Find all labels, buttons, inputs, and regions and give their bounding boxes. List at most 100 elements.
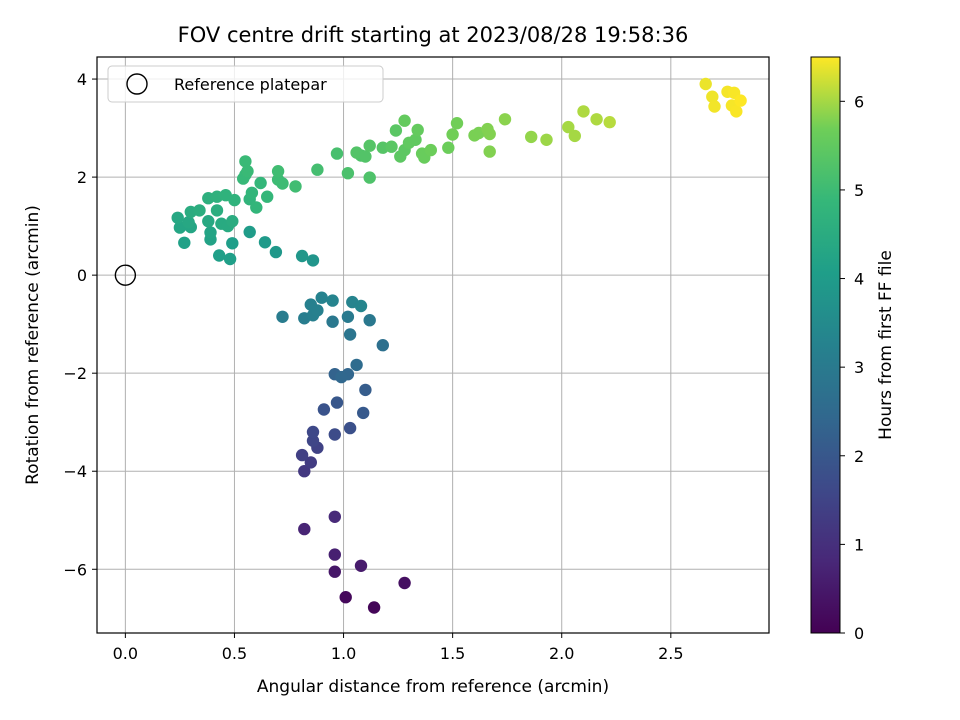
- y-axis-ticks: −6 −4 −2 0 2 4: [63, 70, 97, 579]
- colorbar: 0 1 2 3 4 5 6 Hours from first FF file: [810, 56, 896, 643]
- reference-platepar-point: [114, 264, 137, 286]
- data-point: [245, 186, 259, 199]
- y-tick-label: −6: [63, 560, 87, 579]
- data-point: [398, 576, 411, 590]
- colorbar-gradient: [810, 56, 841, 634]
- y-tick-label: 0: [77, 266, 87, 285]
- data-point: [210, 204, 224, 217]
- x-axis-label: Angular distance from reference (arcmin): [257, 677, 609, 697]
- x-tick-label: 1.5: [440, 644, 465, 663]
- data-point: [213, 249, 226, 262]
- data-point: [330, 396, 344, 409]
- data-point: [306, 254, 320, 267]
- data-point: [226, 215, 239, 228]
- data-point: [706, 90, 719, 103]
- data-point: [442, 141, 455, 154]
- data-points: [171, 77, 747, 614]
- data-point: [328, 565, 341, 578]
- data-point: [239, 155, 252, 168]
- data-point: [411, 123, 424, 137]
- data-point: [243, 225, 256, 239]
- data-point: [226, 237, 239, 250]
- data-point: [450, 117, 464, 130]
- colorbar-tick-label: 6: [854, 92, 864, 111]
- y-tick-label: −4: [63, 462, 87, 481]
- data-point: [241, 165, 254, 178]
- legend-label: Reference platepar: [174, 75, 327, 94]
- plot-frame: [96, 56, 770, 634]
- data-point: [204, 226, 217, 239]
- data-point: [708, 100, 721, 113]
- data-point: [446, 128, 459, 141]
- data-point: [590, 113, 603, 126]
- data-point: [359, 383, 372, 397]
- data-point: [409, 133, 422, 146]
- grid-lines: [97, 57, 769, 633]
- data-point: [385, 140, 398, 153]
- data-point: [328, 510, 341, 523]
- data-point: [734, 94, 747, 107]
- data-point: [295, 448, 309, 462]
- data-point: [577, 105, 590, 118]
- data-point: [343, 328, 357, 341]
- y-tick-label: 4: [77, 70, 87, 89]
- data-point: [483, 127, 496, 141]
- legend: Reference platepar: [107, 65, 384, 103]
- data-point: [335, 370, 348, 384]
- data-point: [317, 403, 331, 416]
- data-point: [498, 113, 512, 126]
- data-point: [363, 139, 376, 152]
- data-point: [568, 129, 581, 143]
- data-point: [295, 249, 309, 263]
- data-point: [328, 428, 341, 441]
- data-point: [343, 421, 357, 435]
- data-point: [276, 177, 289, 190]
- data-point: [182, 216, 195, 229]
- data-point: [398, 114, 411, 127]
- data-point: [341, 310, 355, 323]
- data-point: [315, 291, 328, 304]
- chart-title: FOV centre drift starting at 2023/08/28 …: [178, 23, 689, 47]
- data-point: [328, 548, 341, 561]
- data-point: [363, 171, 376, 184]
- data-point: [483, 145, 496, 158]
- data-point: [193, 204, 206, 217]
- data-point: [359, 150, 372, 163]
- x-tick-label: 2.0: [549, 644, 574, 663]
- colorbar-ticks: 0 1 2 3 4 5 6: [840, 92, 864, 643]
- data-point: [350, 358, 363, 372]
- data-point: [304, 298, 317, 311]
- data-point: [424, 143, 437, 157]
- x-tick-label: 2.5: [658, 644, 683, 663]
- reference-marker: [114, 264, 137, 286]
- data-point: [354, 299, 368, 313]
- data-point: [730, 105, 743, 118]
- data-point: [326, 294, 339, 307]
- data-point: [223, 252, 237, 266]
- data-point: [250, 201, 263, 214]
- colorbar-tick-label: 3: [854, 358, 864, 377]
- data-point: [276, 310, 289, 323]
- colorbar-tick-label: 5: [854, 181, 864, 200]
- x-tick-label: 1.0: [331, 644, 356, 663]
- data-point: [699, 77, 712, 91]
- data-point: [367, 601, 381, 614]
- data-point: [254, 176, 267, 190]
- colorbar-tick-label: 4: [854, 270, 864, 289]
- colorbar-label: Hours from first FF file: [876, 250, 896, 440]
- data-point: [289, 180, 302, 193]
- data-point: [171, 211, 184, 224]
- data-point: [306, 434, 320, 447]
- y-tick-label: 2: [77, 168, 87, 187]
- data-point: [228, 193, 241, 207]
- x-tick-label: 0.5: [222, 644, 247, 663]
- data-point: [376, 339, 389, 352]
- data-point: [341, 167, 355, 180]
- legend-box: [107, 65, 384, 103]
- data-point: [326, 315, 339, 328]
- data-point: [603, 116, 616, 129]
- data-point: [178, 236, 191, 249]
- data-point: [306, 425, 320, 439]
- data-point: [258, 236, 272, 249]
